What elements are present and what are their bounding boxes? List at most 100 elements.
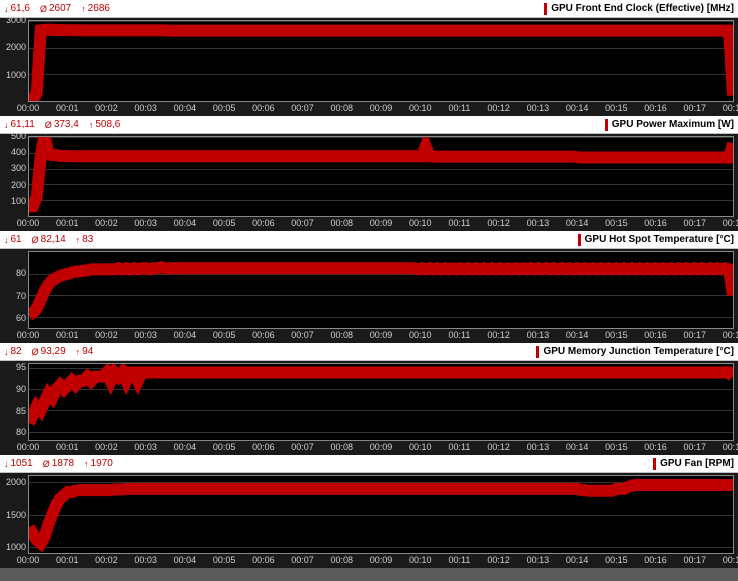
x-tick-label: 00:15 <box>605 218 628 228</box>
y-tick-label: 1000 <box>6 70 26 80</box>
x-tick-label: 00:18 <box>723 218 738 228</box>
stat-max-value: 83 <box>82 234 93 245</box>
stat-max-value: 508,6 <box>95 119 120 130</box>
x-tick-label: 00:12 <box>487 330 510 340</box>
x-tick-label: 00:16 <box>644 442 667 452</box>
y-tick-label: 100 <box>11 196 26 206</box>
x-tick-label: 00:06 <box>252 555 275 565</box>
x-tick-label: 00:09 <box>370 218 393 228</box>
x-tick-label: 00:18 <box>723 103 738 113</box>
y-tick-label: 200 <box>11 180 26 190</box>
title-bar-icon <box>536 346 539 358</box>
y-axis: 100020003000 <box>0 18 28 102</box>
x-tick-label: 00:01 <box>56 103 79 113</box>
x-tick-label: 00:02 <box>95 218 118 228</box>
x-tick-label: 00:07 <box>291 555 314 565</box>
plot <box>28 136 734 217</box>
x-axis: 00:0000:0100:0200:0300:0400:0500:0600:07… <box>28 441 734 455</box>
x-tick-label: 00:11 <box>449 442 471 452</box>
chart-title: GPU Front End Clock (Effective) [MHz] <box>551 3 734 14</box>
y-tick-label: 400 <box>11 147 26 157</box>
chart-title: GPU Memory Junction Temperature [°C] <box>543 346 734 357</box>
x-tick-label: 00:08 <box>331 103 354 113</box>
stat-max-icon: ↑ <box>89 120 94 130</box>
stat-avg-icon: Ø <box>43 459 50 469</box>
x-tick-label: 00:14 <box>566 218 589 228</box>
x-tick-label: 00:05 <box>213 442 236 452</box>
chart-header: ↓61Ø82,14↑83GPU Hot Spot Temperature [°C… <box>0 231 738 249</box>
series-line <box>29 21 733 101</box>
y-tick-label: 2000 <box>6 477 26 487</box>
chart-title-wrap: GPU Fan [RPM] <box>653 458 734 470</box>
stat-min: ↓82 <box>4 346 22 357</box>
stat-avg-value: 373,4 <box>54 119 79 130</box>
x-tick-label: 00:07 <box>291 218 314 228</box>
title-bar-icon <box>578 234 581 246</box>
chart-area: 10002000300000:0000:0100:0200:0300:0400:… <box>0 18 738 116</box>
series-line <box>29 364 733 440</box>
stat-min: ↓61,6 <box>4 3 30 14</box>
stat-min-value: 61,6 <box>11 3 30 14</box>
x-tick-label: 00:07 <box>291 442 314 452</box>
chart-title: GPU Power Maximum [W] <box>612 119 734 130</box>
stat-avg-icon: Ø <box>32 235 39 245</box>
x-tick-label: 00:18 <box>723 555 738 565</box>
x-tick-label: 00:12 <box>487 103 510 113</box>
x-tick-label: 00:13 <box>527 555 550 565</box>
series-line <box>29 137 733 216</box>
stat-min-icon: ↓ <box>4 120 9 130</box>
x-tick-label: 00:00 <box>17 103 40 113</box>
stat-avg-icon: Ø <box>45 120 52 130</box>
x-tick-label: 00:09 <box>370 442 393 452</box>
chart-title: GPU Fan [RPM] <box>660 458 734 469</box>
x-tick-label: 00:09 <box>370 555 393 565</box>
x-tick-label: 00:14 <box>566 442 589 452</box>
x-axis: 00:0000:0100:0200:0300:0400:0500:0600:07… <box>28 554 734 568</box>
x-tick-label: 00:07 <box>291 103 314 113</box>
stat-avg-value: 2607 <box>49 3 71 14</box>
y-tick-label: 80 <box>16 427 26 437</box>
stat-max: ↑1970 <box>84 458 113 469</box>
stat-min-value: 61 <box>11 234 22 245</box>
chart-area: 10020030040050000:0000:0100:0200:0300:04… <box>0 134 738 231</box>
chart-title-wrap: GPU Hot Spot Temperature [°C] <box>578 234 734 246</box>
title-bar-icon <box>605 119 608 131</box>
x-tick-label: 00:01 <box>56 442 79 452</box>
x-tick-label: 00:01 <box>56 218 79 228</box>
x-tick-label: 00:11 <box>449 218 471 228</box>
x-tick-label: 00:16 <box>644 555 667 565</box>
x-axis: 00:0000:0100:0200:0300:0400:0500:0600:07… <box>28 329 734 343</box>
x-tick-label: 00:04 <box>174 330 197 340</box>
x-tick-label: 00:07 <box>291 330 314 340</box>
x-tick-label: 00:09 <box>370 103 393 113</box>
x-tick-label: 00:00 <box>17 442 40 452</box>
chart-title-wrap: GPU Front End Clock (Effective) [MHz] <box>544 3 734 15</box>
x-tick-label: 00:10 <box>409 330 432 340</box>
x-tick-label: 00:03 <box>134 442 157 452</box>
x-tick-label: 00:15 <box>605 330 628 340</box>
series-line <box>29 476 733 553</box>
x-axis: 00:0000:0100:0200:0300:0400:0500:0600:07… <box>28 217 734 231</box>
x-tick-label: 00:08 <box>331 330 354 340</box>
x-tick-label: 00:10 <box>409 103 432 113</box>
stat-avg-icon: Ø <box>40 4 47 14</box>
x-tick-label: 00:04 <box>174 442 197 452</box>
x-tick-label: 00:17 <box>684 218 707 228</box>
y-axis: 100200300400500 <box>0 134 28 217</box>
chart-header: ↓61,11Ø373,4↑508,6GPU Power Maximum [W] <box>0 116 738 134</box>
y-tick-label: 95 <box>16 362 26 372</box>
x-tick-label: 00:10 <box>409 555 432 565</box>
stat-max-icon: ↑ <box>84 459 89 469</box>
x-tick-label: 00:03 <box>134 218 157 228</box>
x-tick-label: 00:05 <box>213 330 236 340</box>
y-tick-label: 3000 <box>6 15 26 25</box>
x-tick-label: 00:17 <box>684 555 707 565</box>
x-axis: 00:0000:0100:0200:0300:0400:0500:0600:07… <box>28 102 734 116</box>
x-tick-label: 00:13 <box>527 218 550 228</box>
x-tick-label: 00:03 <box>134 555 157 565</box>
stat-max: ↑2686 <box>81 3 110 14</box>
x-tick-label: 00:02 <box>95 330 118 340</box>
x-tick-label: 00:05 <box>213 218 236 228</box>
x-tick-label: 00:05 <box>213 555 236 565</box>
stat-avg: Ø2607 <box>40 3 71 14</box>
